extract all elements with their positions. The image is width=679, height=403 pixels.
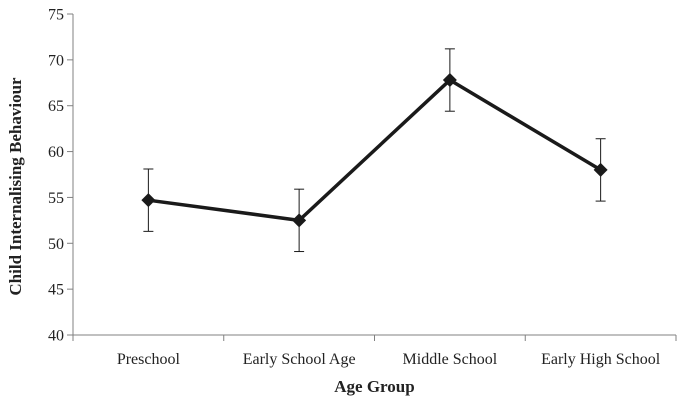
x-tick-label: Preschool [117,351,181,368]
y-tick-label: 70 [48,52,64,69]
y-tick-label: 65 [48,98,64,115]
y-tick-label: 45 [48,282,64,299]
axes [72,14,676,336]
y-tick-label: 75 [48,7,64,24]
data-point-marker [442,73,457,88]
series [141,48,608,253]
data-point-marker [141,193,156,208]
x-ticks: Preschool Early School Age Middle School Ea… [72,335,677,368]
data-point-marker [593,162,608,177]
series-line [148,78,602,223]
y-tick-label: 60 [48,144,64,161]
y-ticks: 40 45 50 55 60 65 70 75 [48,7,73,345]
data-point-marker [292,213,307,228]
x-tick-label: Early School Age [243,351,356,368]
y-tick-label: 55 [48,190,64,207]
x-tick-label: Early High School [541,351,661,368]
y-tick-label: 50 [48,236,64,253]
x-axis-title: Age Group [334,377,414,396]
y-tick-label: 40 [48,328,64,345]
x-tick-label: Middle School [403,351,498,368]
y-axis-title: Child Internalising Behaviour [6,77,25,296]
